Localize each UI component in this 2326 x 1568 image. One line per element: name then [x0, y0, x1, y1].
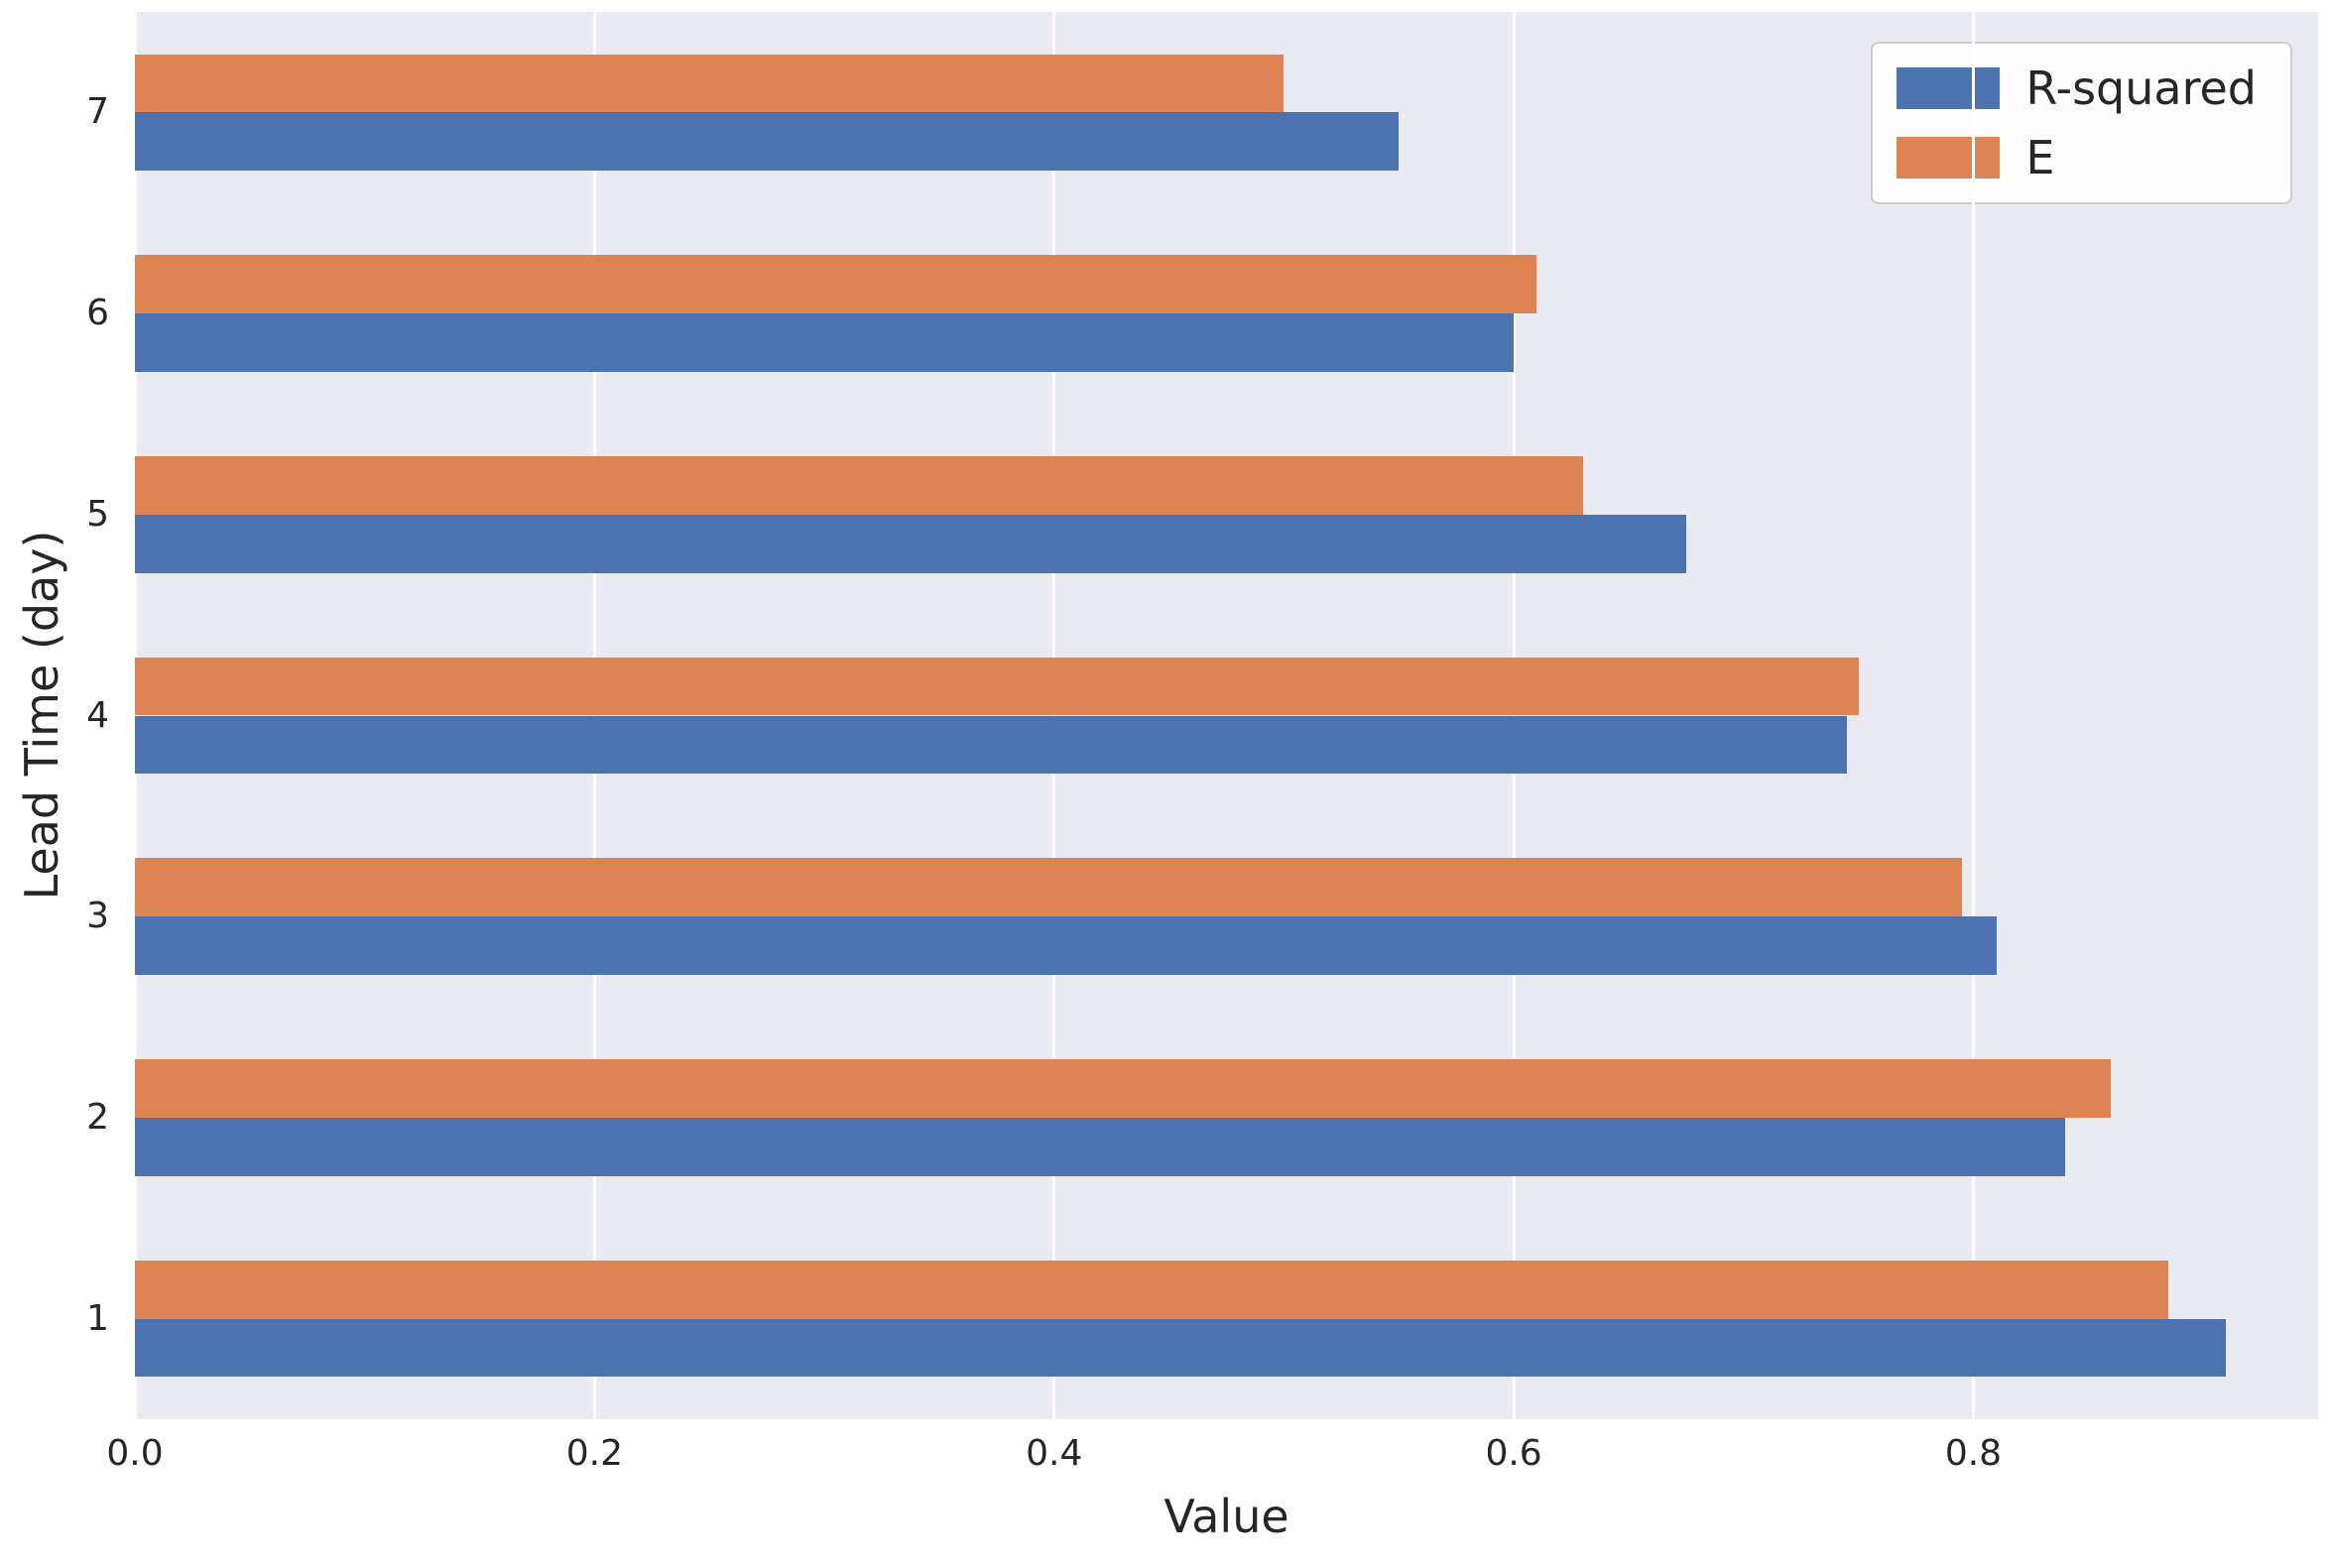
- gridline: [1971, 12, 1975, 1419]
- y-axis-ticks: 7 6 5 4 3 2 1: [0, 12, 125, 1419]
- y-tick-label: 4: [86, 694, 109, 736]
- bar-e-cat-2: [135, 1059, 2112, 1118]
- y-tick-label: 7: [86, 91, 109, 133]
- plot-area: R-squared E: [133, 12, 2318, 1419]
- legend-swatch-r-squared: [1897, 67, 2001, 109]
- legend-item-r-squared: R-squared: [1897, 65, 2257, 111]
- x-axis-label: Value: [1163, 1490, 1289, 1543]
- x-tick-label: 0.6: [1485, 1433, 1542, 1474]
- bar-e-cat-5: [135, 455, 1583, 515]
- bar-e-cat-3: [135, 858, 1962, 917]
- bar-r-squared-cat-3: [135, 916, 1997, 975]
- bar-r-squared-cat-1: [135, 1318, 2227, 1378]
- y-tick-label: 2: [86, 1096, 109, 1138]
- bar-r-squared-cat-2: [135, 1117, 2066, 1176]
- legend: R-squared E: [1871, 42, 2292, 204]
- x-tick-label: 0.2: [565, 1433, 623, 1474]
- y-tick-label: 3: [86, 896, 109, 937]
- bar-r-squared-cat-5: [135, 514, 1686, 573]
- x-tick-label: 0.8: [1944, 1433, 2003, 1474]
- y-tick-label: 1: [86, 1297, 109, 1339]
- y-tick-label: 5: [86, 493, 109, 535]
- bar-r-squared-cat-4: [135, 715, 1848, 775]
- y-tick-label: 6: [86, 293, 109, 334]
- x-tick-label: 0.0: [106, 1433, 164, 1474]
- x-tick-label: 0.4: [1026, 1433, 1083, 1474]
- bar-r-squared-cat-6: [135, 313, 1515, 372]
- x-axis-ticks: 0.0 0.2 0.4 0.6 0.8: [106, 1433, 2318, 1486]
- bar-e-cat-1: [135, 1260, 2169, 1319]
- bar-e-cat-6: [135, 255, 1537, 314]
- legend-item-e: E: [1897, 135, 2257, 181]
- legend-label-e: E: [2025, 131, 2055, 184]
- y-axis-label: Lead Time (day): [15, 530, 68, 901]
- legend-swatch-e: [1897, 137, 2001, 179]
- bar-r-squared-cat-7: [135, 112, 1400, 172]
- bar-e-cat-4: [135, 657, 1859, 716]
- bar-e-cat-7: [135, 54, 1285, 113]
- legend-label-r-squared: R-squared: [2025, 61, 2257, 115]
